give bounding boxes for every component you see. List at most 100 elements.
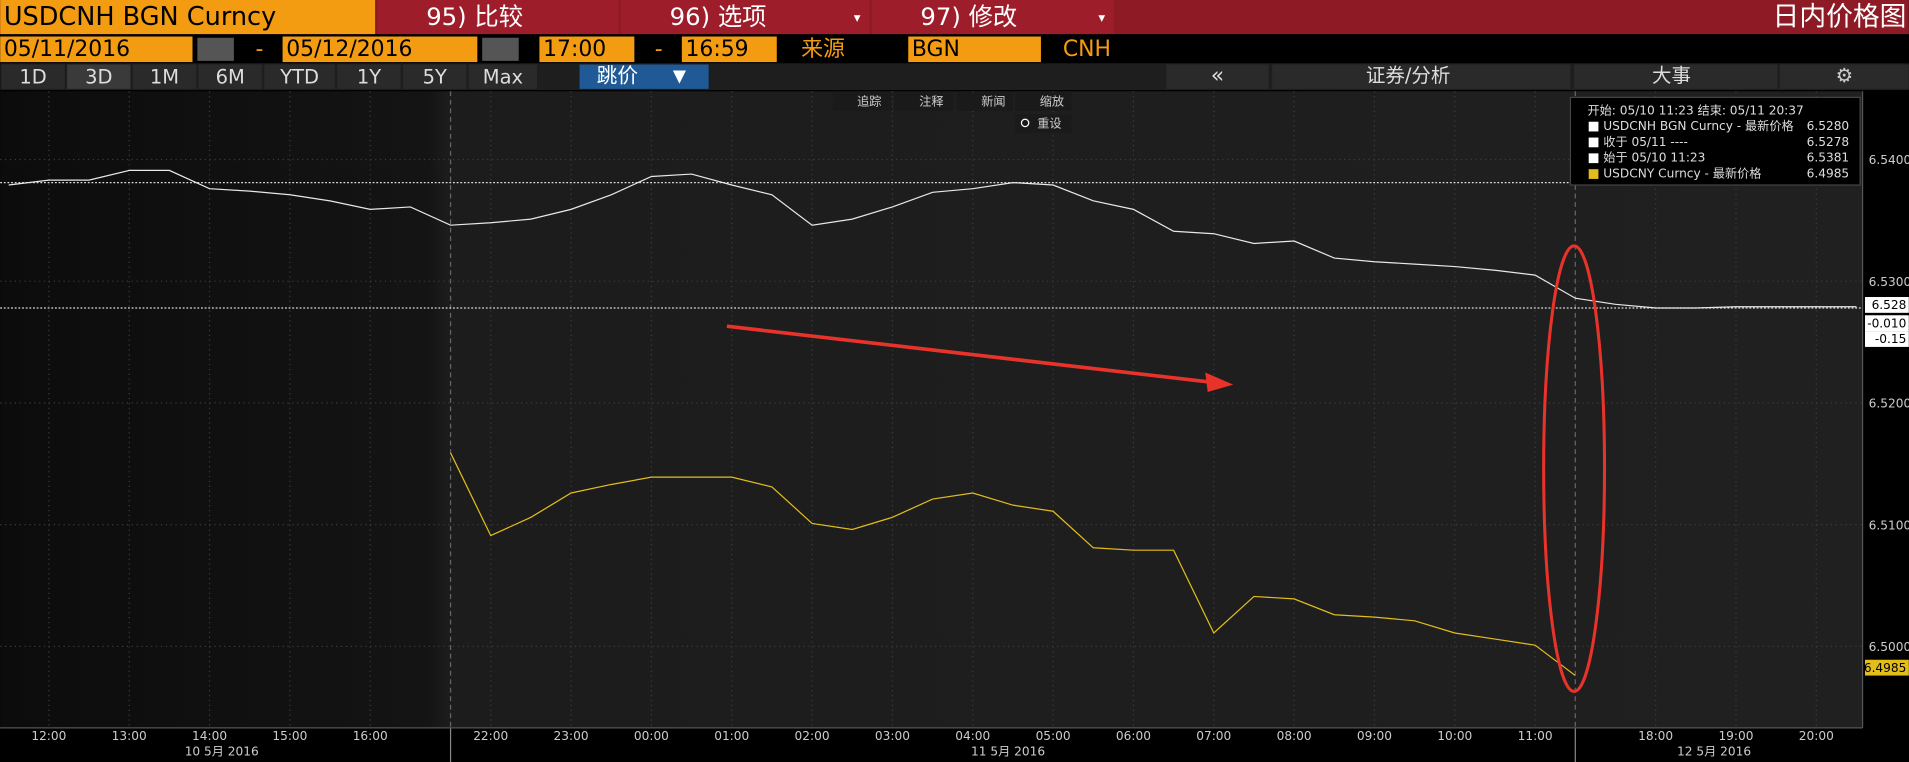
menu-label[interactable]: 97) 修改	[920, 2, 1017, 31]
period-tab-label[interactable]: 6M	[216, 65, 245, 88]
chart-name: 日内价格图	[1773, 2, 1907, 33]
price-line	[450, 452, 1576, 677]
period-tab[interactable]	[264, 64, 335, 89]
legend-swatch	[1588, 169, 1599, 179]
y-tick-label: 6.5200	[1869, 397, 1909, 411]
period-tab[interactable]	[1, 64, 65, 89]
chart-tool[interactable]	[956, 92, 1013, 111]
analysis-tab[interactable]	[1272, 64, 1571, 89]
period-tab[interactable]	[132, 64, 197, 89]
chart-tool-label[interactable]: 缩放	[1040, 94, 1064, 109]
period-tab[interactable]	[337, 64, 401, 89]
period-tab-label[interactable]: 3D	[85, 65, 112, 88]
separator: -	[255, 37, 263, 62]
legend-name: USDCNH BGN Curncy - 最新价格	[1603, 118, 1793, 133]
currency: CNH	[1063, 37, 1111, 62]
period-tab-label[interactable]: 1Y	[357, 65, 381, 88]
chart-tool-label[interactable]: 新闻	[981, 94, 1005, 109]
field-text[interactable]: 05/11/2016	[4, 37, 130, 62]
date-label: 12 5月 2016	[1677, 745, 1751, 759]
annotation-arrow	[726, 324, 1212, 385]
menu-button[interactable]	[871, 0, 1114, 35]
field-box[interactable]	[282, 36, 478, 63]
legend-name: 始于 05/10 11:23	[1603, 151, 1705, 165]
chart-tool[interactable]	[894, 92, 954, 111]
period-tab[interactable]	[198, 64, 262, 89]
field-text[interactable]: 16:59	[685, 37, 748, 62]
settings-button[interactable]	[1779, 64, 1909, 89]
collapse-button[interactable]	[1166, 64, 1269, 89]
x-tick-label: 22:00	[473, 729, 508, 743]
field-box[interactable]	[681, 36, 777, 63]
x-tick-label: 14:00	[192, 729, 227, 743]
security-box	[0, 0, 376, 35]
menu-button[interactable]	[620, 0, 870, 35]
menu-label[interactable]: 96) 选项	[670, 2, 767, 31]
x-tick-label: 15:00	[272, 729, 307, 743]
analysis-label[interactable]: 证券/分析	[1366, 64, 1450, 87]
reset-icon	[1020, 118, 1030, 128]
period-tab-label[interactable]: 5Y	[423, 65, 447, 88]
legend-swatch	[1588, 137, 1599, 148]
reset-button[interactable]	[1015, 114, 1072, 133]
chart-tool-label[interactable]: 追踪	[857, 94, 881, 109]
y-tick-label: 6.5300	[1869, 275, 1909, 289]
field-text[interactable]: 17:00	[543, 37, 606, 62]
x-tick-label: 19:00	[1718, 729, 1753, 743]
mode-label[interactable]: 跳价	[597, 64, 639, 88]
calendar-button[interactable]	[482, 37, 519, 61]
field-text[interactable]: BGN	[912, 37, 960, 62]
period-tab[interactable]	[403, 64, 467, 89]
legend-value: 6.5280	[1807, 119, 1850, 133]
price-tag	[1865, 315, 1909, 332]
x-tick-label: 01:00	[714, 729, 749, 743]
mode-dropdown[interactable]	[579, 64, 709, 89]
x-tick-label: 08:00	[1277, 729, 1312, 743]
period-tab-label[interactable]: 1D	[19, 65, 46, 88]
field-box[interactable]	[0, 36, 193, 63]
period-tab-label[interactable]: YTD	[279, 65, 319, 88]
period-tab-label[interactable]: 1M	[150, 65, 179, 88]
reset-label[interactable]: 重设	[1037, 117, 1061, 131]
price-line	[8, 169, 1857, 309]
source-label: 来源	[801, 37, 845, 62]
legend-value: 6.4985	[1807, 167, 1850, 181]
period-tab[interactable]	[468, 64, 537, 89]
x-tick-label: 12:00	[31, 729, 66, 743]
x-tick-label: 11:00	[1518, 729, 1553, 743]
chart-tool-label[interactable]: 注释	[919, 94, 943, 109]
plot-area	[0, 91, 1863, 728]
price-tag	[1865, 297, 1909, 313]
legend-box	[1570, 97, 1861, 186]
chart-tool[interactable]	[832, 92, 892, 111]
price-tag	[1865, 659, 1909, 676]
field-box[interactable]	[908, 36, 1041, 63]
x-tick-label: 04:00	[955, 729, 990, 743]
x-tick-label: 07:00	[1196, 729, 1231, 743]
legend-value: 6.5278	[1807, 135, 1850, 149]
x-tick-label: 02:00	[795, 729, 830, 743]
events-label[interactable]: 大事	[1652, 64, 1691, 87]
y-tick-label: 6.5100	[1869, 518, 1909, 532]
chart-tool[interactable]	[1015, 92, 1072, 111]
x-tick-label: 13:00	[112, 729, 147, 743]
field-text[interactable]: 05/12/2016	[286, 37, 412, 62]
period-tab-label[interactable]: Max	[483, 65, 523, 88]
field-box[interactable]	[539, 36, 635, 63]
settings-icon: ⚙	[1836, 64, 1853, 87]
period-tab[interactable]	[67, 64, 131, 89]
dropdown-arrow: ▾	[1098, 11, 1105, 26]
menu-label[interactable]: 95) 比较	[426, 2, 523, 31]
legend-header: 开始: 05/10 11:23 结束: 05/11 20:37	[1587, 103, 1803, 117]
menu-button[interactable]	[377, 0, 619, 35]
events-tab[interactable]	[1574, 64, 1778, 89]
legend-name: 收于 05/11 ----	[1603, 135, 1688, 149]
calendar-button[interactable]	[197, 37, 234, 61]
x-tick-label: 00:00	[634, 729, 669, 743]
x-tick-label: 18:00	[1638, 729, 1673, 743]
x-tick-label: 06:00	[1116, 729, 1151, 743]
date-label: 10 5月 2016	[185, 745, 259, 759]
price-tag-label: 6.528	[1872, 298, 1907, 312]
separator: -	[655, 37, 663, 62]
